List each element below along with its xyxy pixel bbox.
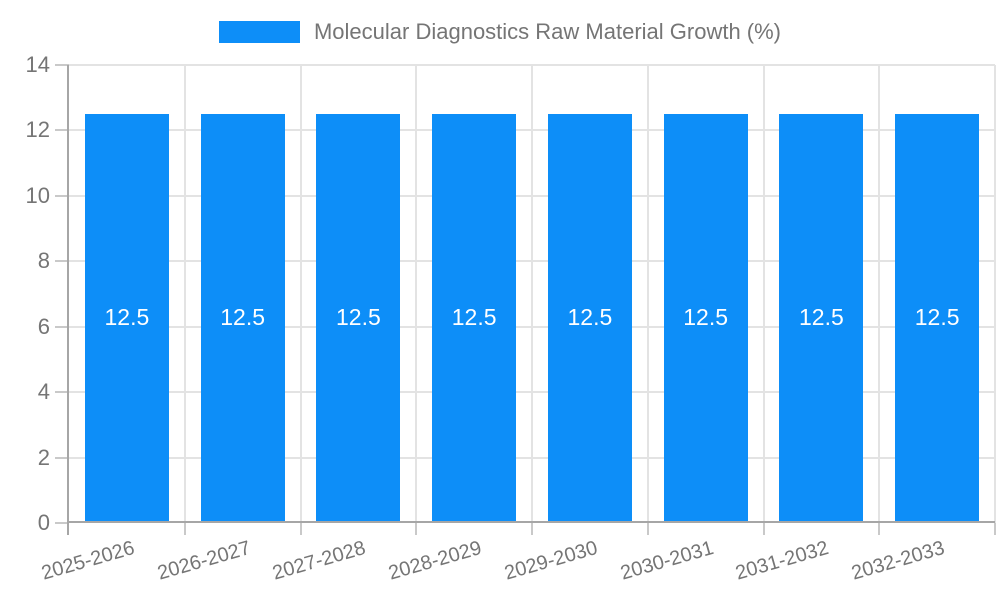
legend[interactable]: Molecular Diagnostics Raw Material Growt… [0,19,1000,45]
x-axis-label: 2027-2028 [270,537,369,585]
x-axis-line [69,521,995,523]
y-axis-tick [55,260,69,263]
bar[interactable]: 12.5 [663,114,748,521]
y-axis-tick [55,456,69,459]
bar[interactable]: 12.5 [200,114,285,521]
y-axis-label: 4 [37,379,50,405]
y-axis-tick [55,194,69,197]
gridline-vertical [415,65,418,523]
x-axis-label: 2025-2026 [38,537,137,585]
bar-value-label: 12.5 [567,304,613,331]
gridline-vertical [762,65,765,523]
bar-value-label: 12.5 [451,304,497,331]
y-axis-label: 2 [37,444,50,470]
y-axis-tick [55,325,69,328]
x-axis-tick [762,523,765,535]
y-axis-tick [55,391,69,394]
gridline-vertical [531,65,533,523]
bar[interactable]: 12.5 [84,114,169,521]
y-axis-line [67,65,69,535]
x-axis-tick [531,523,533,535]
bar[interactable]: 12.5 [316,114,401,521]
x-axis-label: 2029-2030 [501,537,600,585]
x-axis-label: 2031-2032 [733,537,832,585]
y-axis-label: 10 [25,182,50,208]
bar-value-label: 12.5 [335,304,381,331]
gridline-vertical [878,65,881,523]
gridline-vertical [299,65,302,523]
bar-value-label: 12.5 [798,304,844,331]
x-axis-tick [299,523,302,535]
bar[interactable]: 12.5 [895,114,980,521]
bar[interactable]: 12.5 [432,114,517,521]
bar[interactable]: 12.5 [547,114,632,521]
x-axis-label: 2028-2029 [386,537,485,585]
x-axis-tick [646,523,649,535]
gridline-vertical [646,65,649,523]
x-axis-tick [183,523,186,535]
y-axis-label: 8 [37,248,50,274]
bar-value-label: 12.5 [220,304,265,331]
x-axis-label: 2030-2031 [617,537,716,585]
bar-value-label: 12.5 [104,304,150,331]
legend-label: Molecular Diagnostics Raw Material Growt… [313,19,782,44]
y-axis-label: 12 [25,117,50,143]
gridline-vertical [183,65,186,523]
legend-swatch[interactable] [218,21,300,43]
y-axis-label: 14 [25,52,50,77]
x-axis-tick [415,523,418,535]
bar-value-label: 12.5 [683,304,728,331]
bar[interactable]: 12.5 [779,114,864,521]
x-axis-label: 2032-2033 [849,537,948,585]
bar-value-label: 12.5 [914,304,960,331]
y-axis-tick [55,522,69,524]
y-axis-label: 0 [37,510,50,535]
gridline-vertical [994,65,996,523]
y-axis-label: 6 [37,313,50,339]
y-axis-tick [55,129,69,132]
x-axis-tick [878,523,881,535]
x-axis-label: 2026-2027 [154,537,253,585]
x-axis-tick [994,523,996,535]
y-axis-tick [55,64,69,66]
